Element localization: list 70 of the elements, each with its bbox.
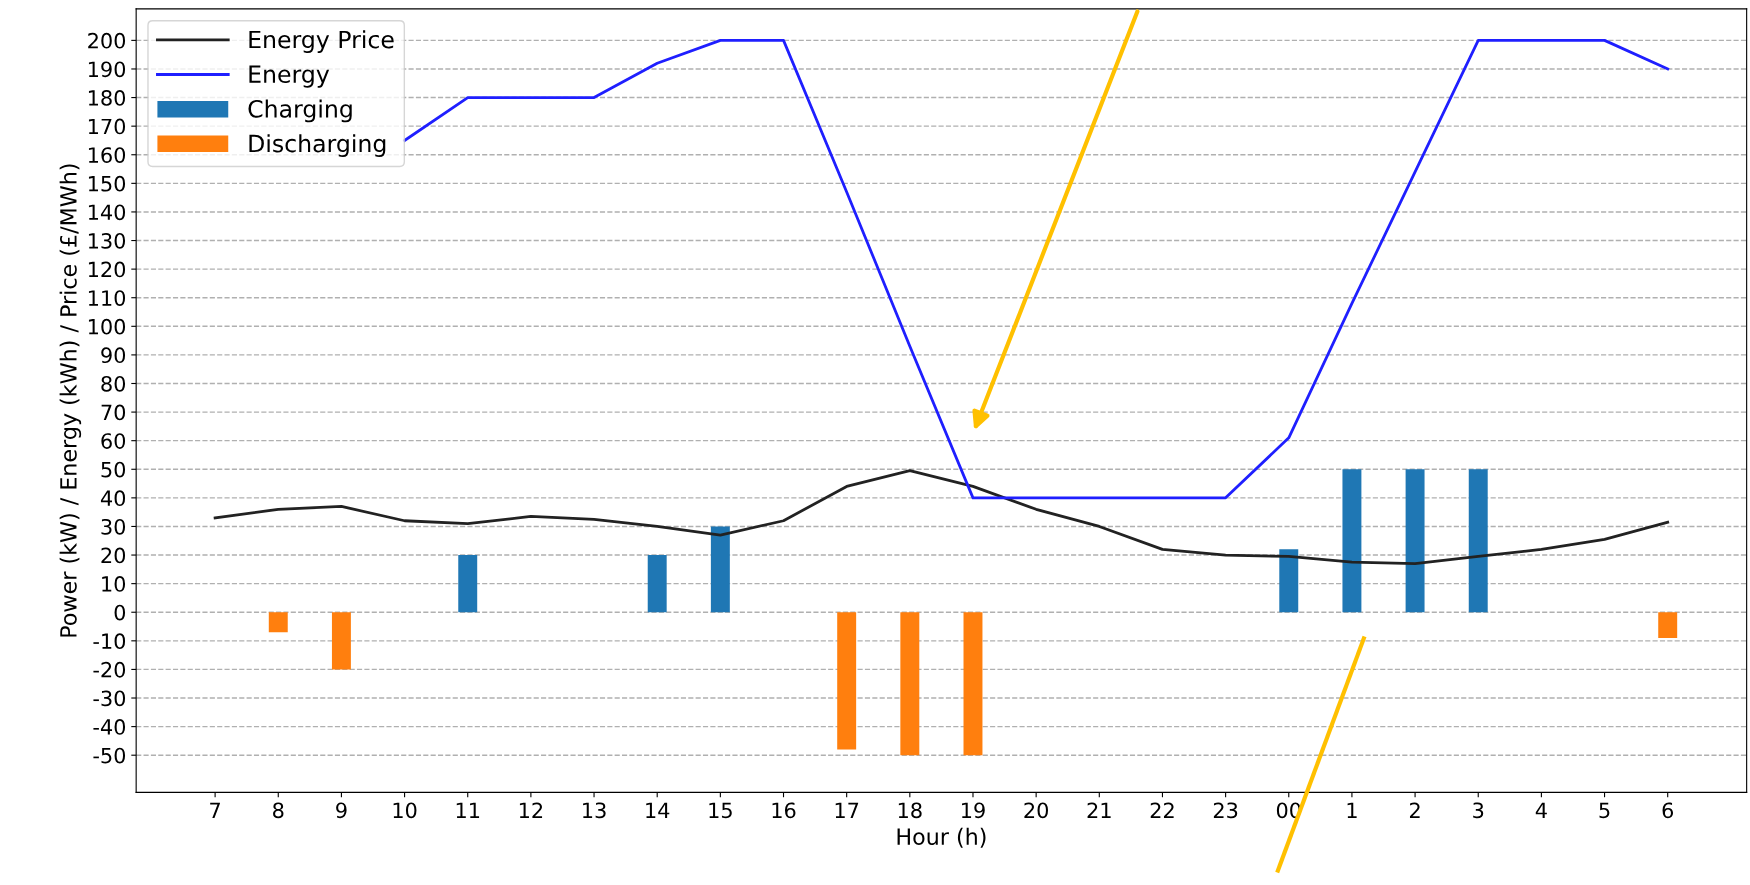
x-tick-label: 21 [1087, 802, 1111, 818]
y-tick-label: 30 [101, 518, 126, 535]
y-tick-label: 130 [88, 232, 126, 249]
y-tick-label: -40 [93, 719, 126, 735]
x-tick-label: 2 [1409, 802, 1420, 818]
y-tick-label: 110 [88, 290, 126, 306]
y-tick-label: -10 [93, 633, 126, 650]
legend-label: Charging [248, 99, 352, 123]
y-axis-title: Power (kW) / Energy (kWh) / Price (£/MWh) [59, 164, 82, 637]
bar [268, 612, 288, 633]
x-tick-label: 16 [772, 802, 796, 819]
bar [458, 555, 478, 613]
bar [710, 526, 730, 613]
y-tick-label: 190 [88, 61, 126, 78]
bar [1468, 469, 1488, 613]
x-tick-label: 13 [583, 802, 606, 819]
y-tick-label: 50 [101, 461, 126, 478]
x-tick-label: 3 [1473, 802, 1484, 819]
x-axis-title: Hour (h) [897, 827, 986, 848]
x-tick-label: 22 [1150, 802, 1174, 818]
x-tick-label: 19 [962, 802, 985, 819]
x-tick-label: 4 [1535, 802, 1547, 818]
y-tick-label: 170 [88, 118, 126, 135]
y-tick-label: 0 [114, 604, 126, 621]
y-tick-label: 70 [101, 404, 126, 421]
bar [1405, 469, 1425, 613]
y-tick-label: 90 [101, 347, 126, 364]
y-tick-label: -20 [93, 661, 126, 678]
y-tick-label: 120 [88, 261, 126, 278]
x-tick-label: 11 [456, 802, 480, 818]
x-tick-label: 7 [210, 802, 220, 818]
y-tick-label: 180 [88, 90, 126, 106]
y-tick-label: 80 [101, 375, 126, 392]
legend-label: Energy Price [249, 30, 394, 54]
x-tick-label: 14 [646, 802, 670, 818]
y-tick-label: 140 [88, 204, 126, 221]
x-tick-label: 17 [835, 802, 859, 818]
bar [837, 612, 857, 750]
y-tick-label: 60 [101, 433, 126, 449]
y-tick-label: -30 [93, 690, 126, 707]
legend-label: Energy [249, 65, 330, 88]
y-tick-label: 160 [88, 147, 126, 163]
bar [647, 555, 667, 613]
x-tick-label: 15 [709, 802, 732, 819]
bar [1279, 549, 1299, 613]
x-tick-label: 23 [1213, 802, 1238, 819]
x-tick-label: 9 [336, 802, 347, 819]
legend-label: Discharging [249, 134, 386, 157]
line-series [403, 38, 1670, 500]
x-tick-label: 20 [1024, 802, 1049, 819]
y-tick-label: 40 [100, 490, 126, 507]
x-tick-label: 5 [1599, 802, 1610, 819]
bar [1658, 612, 1678, 638]
x-tick-label: 12 [519, 802, 543, 818]
bar [963, 612, 983, 756]
y-tick-label: 100 [88, 318, 126, 335]
bar [1342, 469, 1362, 613]
x-tick-label: 1 [1347, 802, 1357, 818]
y-tick-label: 150 [88, 175, 126, 192]
y-tick-label: 200 [88, 32, 126, 49]
line-series [213, 469, 1670, 566]
x-tick-label: 8 [273, 802, 284, 819]
x-tick-label: 6 [1662, 802, 1674, 819]
x-tick-label: 18 [898, 802, 922, 819]
bar [331, 612, 351, 670]
bar [900, 612, 920, 756]
y-tick-label: 10 [102, 576, 126, 592]
x-tick-label: 10 [393, 802, 417, 819]
y-tick-label: 20 [101, 547, 126, 564]
y-tick-label: -50 [93, 747, 126, 764]
